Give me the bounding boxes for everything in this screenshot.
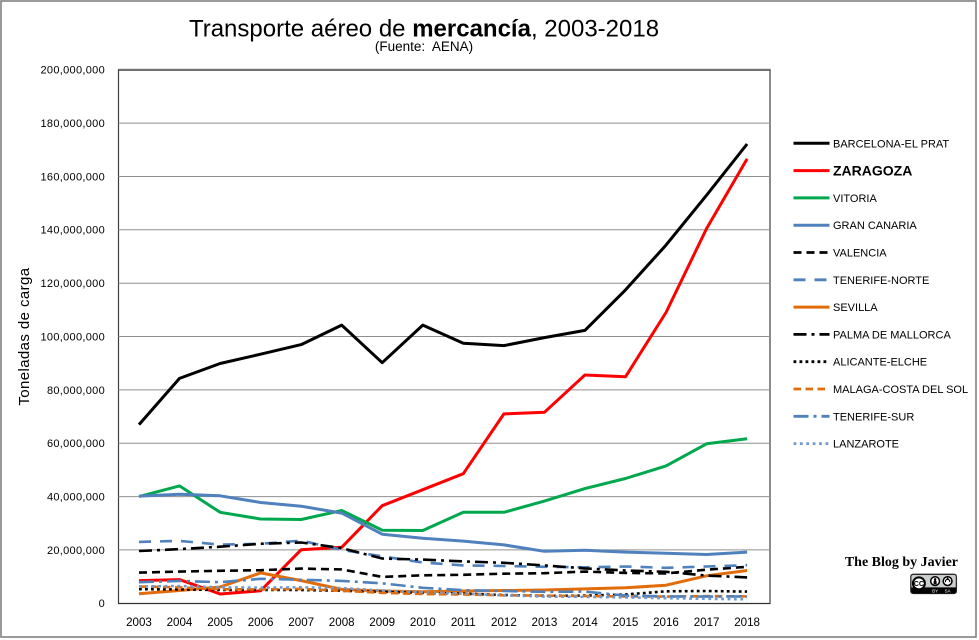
svg-text:2018: 2018: [734, 616, 760, 629]
svg-text:MALAGA-COSTA DEL SOL: MALAGA-COSTA DEL SOL: [833, 384, 968, 396]
svg-text:2010: 2010: [410, 616, 436, 629]
svg-text:2017: 2017: [694, 616, 720, 629]
svg-text:60,000,000: 60,000,000: [47, 438, 105, 450]
svg-text:SA: SA: [945, 588, 951, 593]
svg-text:TENERIFE-SUR: TENERIFE-SUR: [833, 411, 914, 423]
svg-text:SEVILLA: SEVILLA: [833, 302, 878, 314]
svg-text:2005: 2005: [207, 616, 233, 629]
svg-text:VITORIA: VITORIA: [833, 193, 877, 205]
svg-text:120,000,000: 120,000,000: [41, 278, 105, 290]
svg-text:40,000,000: 40,000,000: [47, 492, 105, 504]
svg-text:2015: 2015: [613, 616, 639, 629]
svg-text:100,000,000: 100,000,000: [41, 331, 105, 343]
svg-text:2014: 2014: [572, 616, 598, 629]
svg-text:2013: 2013: [532, 616, 558, 629]
svg-text:2011: 2011: [451, 616, 476, 629]
svg-text:200,000,000: 200,000,000: [41, 65, 105, 77]
svg-text:2006: 2006: [248, 616, 274, 629]
svg-text:2008: 2008: [329, 616, 355, 629]
svg-text:2012: 2012: [491, 616, 517, 629]
svg-text:The Blog by Javier: The Blog by Javier: [845, 555, 958, 570]
svg-text:80,000,000: 80,000,000: [47, 385, 105, 397]
svg-text:Toneladas de carga: Toneladas de carga: [16, 267, 33, 405]
svg-text:2016: 2016: [653, 616, 679, 629]
svg-text:2007: 2007: [288, 616, 314, 629]
svg-text:0: 0: [99, 598, 105, 610]
svg-text:20,000,000: 20,000,000: [47, 545, 105, 557]
svg-text:BY: BY: [932, 588, 938, 593]
svg-text:LANZAROTE: LANZAROTE: [833, 439, 899, 451]
svg-text:(Fuente: AENA): (Fuente: AENA): [375, 39, 473, 54]
svg-text:2009: 2009: [369, 616, 395, 629]
svg-text:PALMA DE MALLORCA: PALMA DE MALLORCA: [833, 329, 951, 341]
svg-text:TENERIFE-NORTE: TENERIFE-NORTE: [833, 275, 929, 287]
svg-text:CC: CC: [914, 579, 924, 588]
svg-text:2004: 2004: [167, 616, 193, 629]
svg-text:180,000,000: 180,000,000: [41, 118, 105, 130]
svg-text:ZARAGOZA: ZARAGOZA: [833, 163, 912, 179]
svg-text:GRAN CANARIA: GRAN CANARIA: [833, 220, 917, 232]
svg-text:ALICANTE-ELCHE: ALICANTE-ELCHE: [833, 357, 927, 369]
svg-text:VALENCIA: VALENCIA: [833, 248, 887, 260]
svg-text:2003: 2003: [126, 616, 152, 629]
svg-text:140,000,000: 140,000,000: [41, 225, 105, 237]
svg-text:160,000,000: 160,000,000: [41, 171, 105, 183]
svg-text:BARCELONA-EL PRAT: BARCELONA-EL PRAT: [833, 138, 949, 150]
svg-text:Transporte aéreo de mercancía,: Transporte aéreo de mercancía, 2003-2018: [189, 16, 659, 43]
